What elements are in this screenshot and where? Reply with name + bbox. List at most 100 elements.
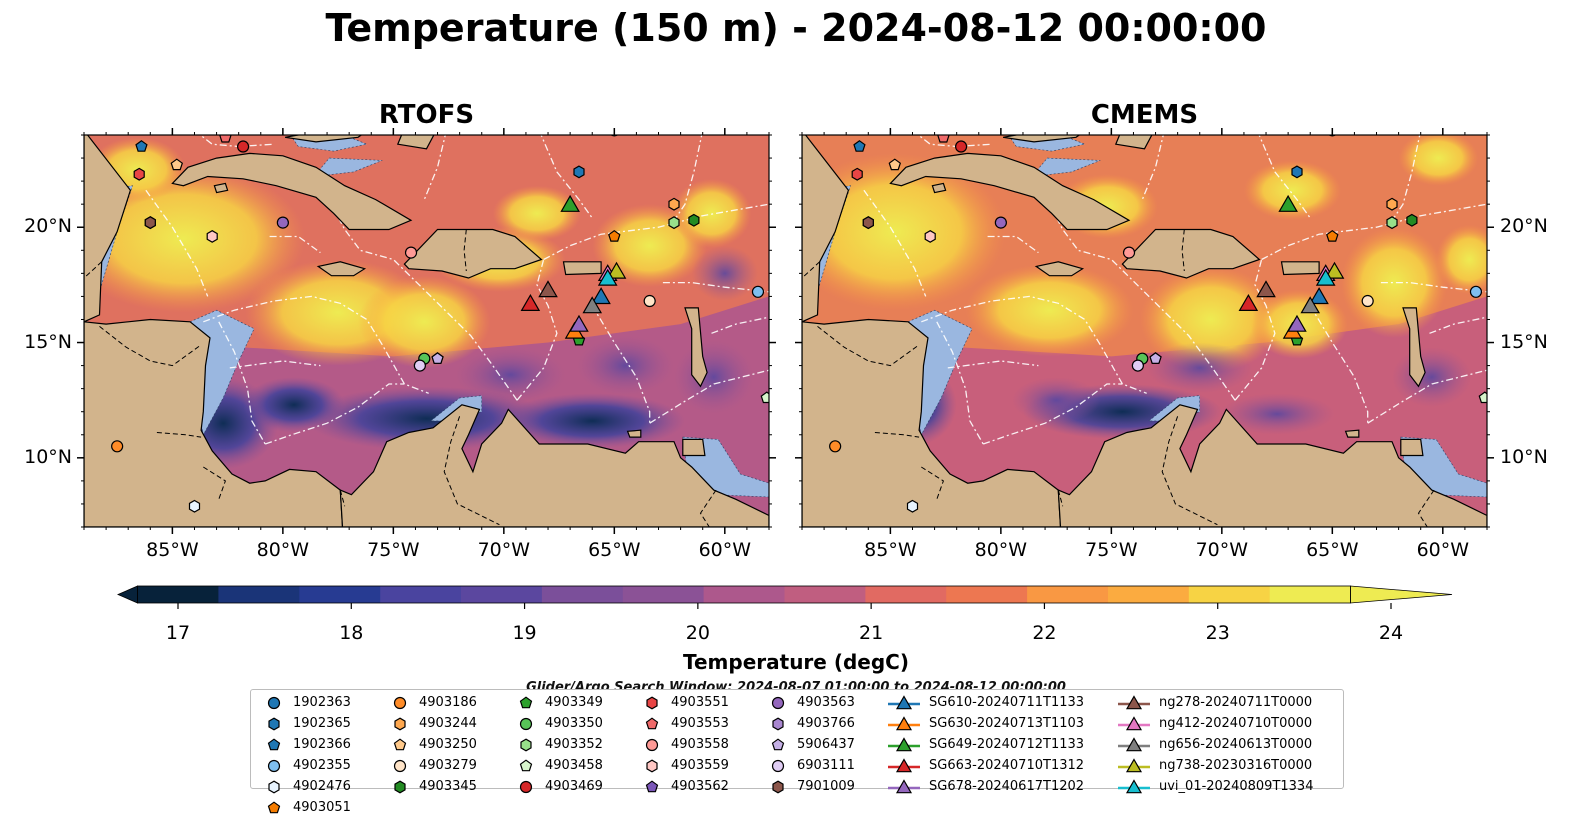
land-cayman-bahamas [284, 135, 363, 143]
temperature-feature [1398, 135, 1479, 186]
legend-column: SG610-20240711T1133 SG630-20240713T1103 SG… [887, 692, 1084, 797]
colorbar-tick-label: 17 [165, 622, 191, 644]
land-margarita [626, 429, 642, 438]
legend-item: SG610-20240711T1133 [887, 692, 1084, 713]
marker-6903111 [413, 359, 426, 372]
temperature-feature [1243, 160, 1342, 221]
legend-item: 4903349 [515, 692, 603, 713]
legend-marker-circle [771, 696, 785, 709]
eez-boundary [917, 135, 993, 148]
land-lesser-antilles [684, 307, 708, 388]
marker-1902366 [135, 140, 148, 152]
marker-1902365 [573, 165, 585, 179]
colorbar-bin [946, 586, 1028, 603]
country-border [1057, 489, 1064, 507]
legend-item: 4903458 [515, 755, 603, 776]
country-border [99, 326, 202, 367]
legend-label: 4903562 [671, 779, 729, 794]
legend-item: SG649-20240712T1133 [887, 734, 1084, 755]
legend-symbol [393, 759, 407, 772]
legend-label: 4902476 [293, 779, 351, 794]
legend-marker-pentagon [519, 758, 533, 771]
legend-marker-pentagon [267, 800, 281, 813]
legend-marker-triangle [888, 757, 920, 772]
land-south-america [1057, 404, 1487, 527]
legend-label: 4903279 [419, 758, 477, 773]
legend-symbol [772, 780, 784, 793]
legend-item: SG663-20240710T1312 [887, 755, 1084, 776]
legend-item: 4903553 [641, 713, 729, 734]
legend-label: 4903553 [671, 716, 729, 731]
legend-marker-triangle [888, 778, 920, 793]
legend-symbol [895, 757, 913, 772]
legend-marker-triangle [1118, 736, 1150, 751]
colorbar-bin [380, 586, 462, 603]
eez-boundary [1429, 316, 1487, 334]
lon-tick-label: 75°W [1085, 539, 1138, 561]
colorbar-bin [461, 586, 543, 603]
legend-symbol [646, 759, 658, 772]
land-cuba [889, 152, 1131, 231]
legend-marker-hexagon [520, 738, 532, 751]
marker-ng738-20230316T0000 [606, 261, 627, 279]
marker-4903250 [888, 158, 902, 171]
lon-tick-label: 60°W [1416, 539, 1470, 561]
colorbar-tick-label: 22 [1032, 622, 1057, 644]
legend-marker-pentagon [519, 695, 533, 708]
temperature-feature [492, 185, 582, 242]
legend-item: ng738-20230316T0000 [1117, 755, 1313, 776]
colorbar-bin [622, 586, 705, 603]
colorbar-bin [1108, 586, 1190, 603]
country-border [699, 489, 717, 527]
marker-4903559 [206, 230, 218, 243]
temperature-feature [1146, 342, 1253, 394]
legend-label: 4903350 [545, 716, 603, 731]
legend-marker-circle [771, 759, 785, 772]
marker-4903186 [111, 440, 124, 453]
legend-label: 4902355 [293, 758, 351, 773]
country-border [339, 489, 346, 507]
legend-symbol [771, 696, 785, 709]
legend-symbol [771, 759, 785, 772]
legend-label: ng738-20230316T0000 [1159, 758, 1313, 773]
legend-item: 4903279 [389, 755, 477, 776]
marker-7901009 [862, 216, 874, 230]
legend-marker-triangle [1118, 757, 1150, 772]
panel-title-rtofs: RTOFS [378, 100, 475, 130]
legend-label: 5906437 [797, 737, 855, 752]
legend-item: 4903562 [641, 776, 729, 797]
legend-item: ng656-20240613T0000 [1117, 734, 1313, 755]
legend-item: ng412-20240710T0000 [1117, 713, 1313, 734]
figure-title: Temperature (150 m) - 2024-08-12 00:00:0… [325, 6, 1267, 50]
land-isla-juventud [931, 182, 947, 194]
lon-tick-label: 65°W [1306, 539, 1359, 561]
legend-marker-hexagon [268, 780, 280, 793]
temperature-feature [576, 335, 674, 396]
eez-boundary [1048, 203, 1236, 401]
marker-4903553 [937, 135, 950, 143]
map-frame [801, 134, 1488, 528]
eez-boundary [1380, 281, 1487, 293]
legend-item: 4903250 [389, 734, 477, 755]
colorbar-tick-label: 24 [1378, 622, 1404, 644]
legend-item: 1902365 [263, 713, 351, 734]
legend-label: 1902365 [293, 716, 351, 731]
marker-4903250 [170, 158, 184, 171]
marker-5906437 [1149, 352, 1162, 364]
legend-marker-hexagon [772, 717, 784, 730]
legend-marker-triangle [1118, 778, 1150, 793]
eez-boundary [264, 383, 405, 445]
marker-4903345 [1406, 213, 1418, 227]
eez-boundary [947, 360, 1039, 369]
country-border [817, 326, 920, 367]
marker-5906437 [431, 352, 444, 364]
land-lesser-antilles [1402, 307, 1426, 388]
legend-symbol [895, 694, 913, 709]
eez-boundary [1387, 135, 1421, 228]
legend-symbol [393, 696, 407, 709]
legend-marker-triangle [888, 694, 920, 709]
colorbar-bin [218, 586, 300, 603]
temperature-feature [802, 153, 1006, 311]
legend-symbol [1125, 757, 1143, 772]
